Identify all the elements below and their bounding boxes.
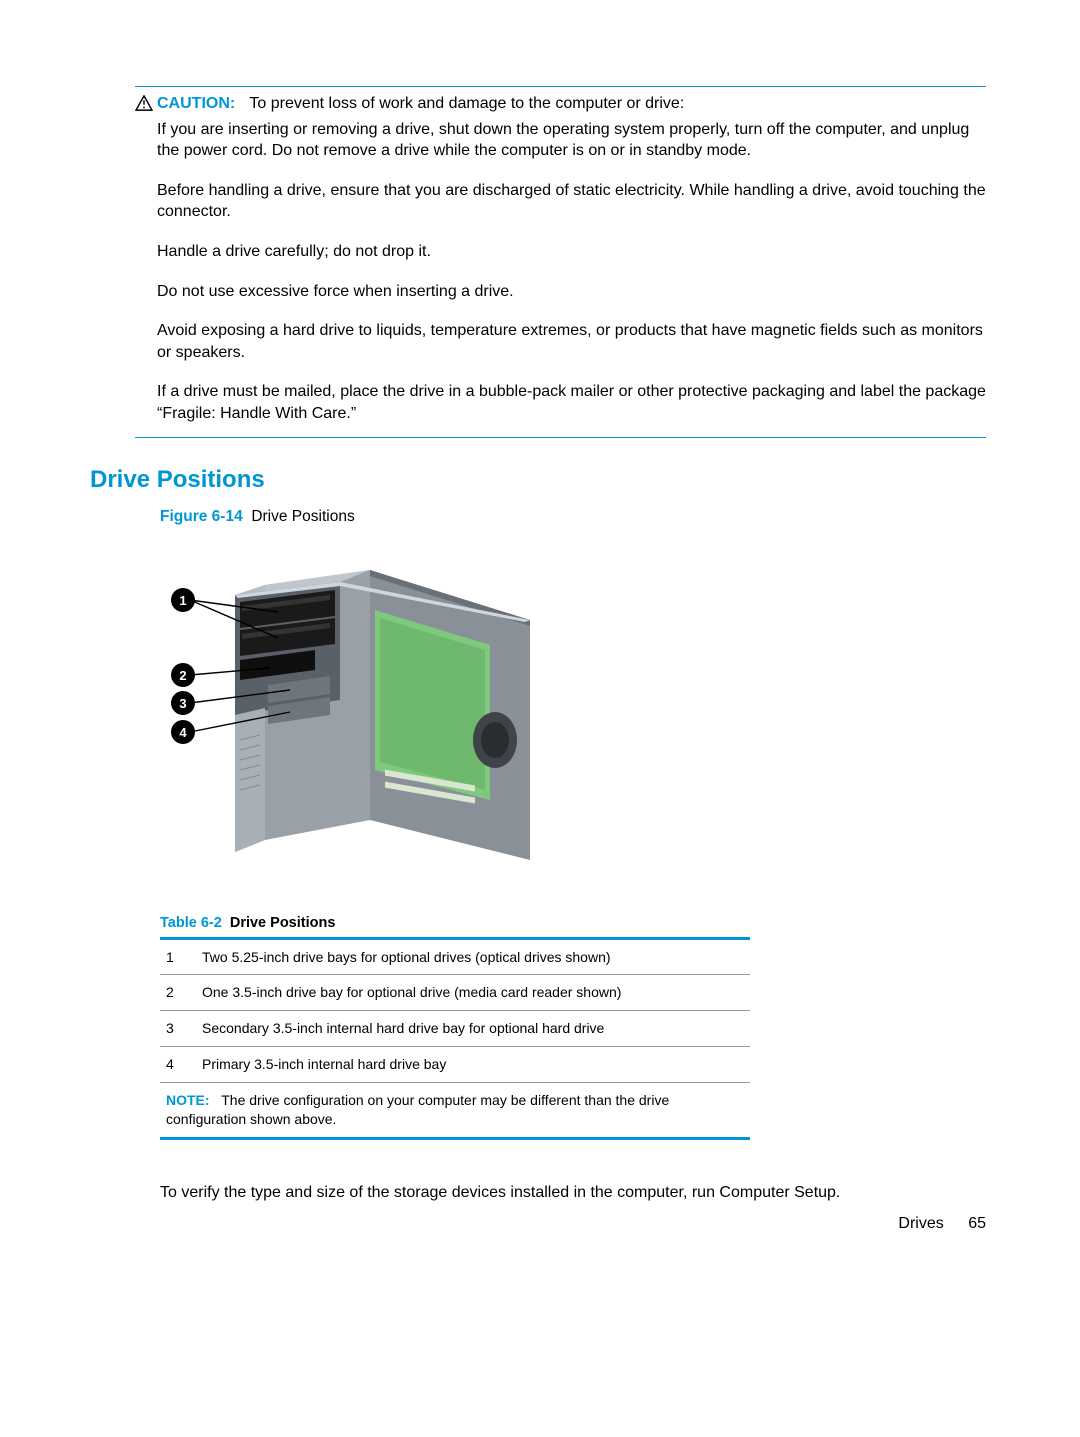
table-label: Table 6-2	[160, 915, 222, 931]
note-text: The drive configuration on your computer…	[166, 1092, 669, 1127]
table-note: NOTE: The drive configuration on your co…	[160, 1083, 750, 1139]
figure-label: Figure 6-14	[160, 508, 243, 525]
table-title: Drive Positions	[230, 915, 336, 931]
table-row: 3 Secondary 3.5-inch internal hard drive…	[160, 1011, 750, 1047]
table-row: 1 Two 5.25-inch drive bays for optional …	[160, 938, 750, 975]
row-desc: Secondary 3.5-inch internal hard drive b…	[198, 1011, 750, 1047]
footer-page-number: 65	[968, 1215, 986, 1232]
table-caption: Table 6-2 Drive Positions	[160, 915, 986, 931]
table-row: 2 One 3.5-inch drive bay for optional dr…	[160, 975, 750, 1011]
callout-4: 4	[179, 725, 187, 740]
page-footer: Drives 65	[898, 1215, 986, 1233]
caution-paragraph: Handle a drive carefully; do not drop it…	[157, 241, 986, 263]
caution-paragraph: Avoid exposing a hard drive to liquids, …	[157, 320, 986, 363]
row-number: 3	[160, 1011, 198, 1047]
callout-3: 3	[179, 696, 186, 711]
caution-paragraph: If you are inserting or removing a drive…	[157, 119, 986, 162]
caution-label: CAUTION:	[157, 95, 235, 112]
row-desc: One 3.5-inch drive bay for optional driv…	[198, 975, 750, 1011]
note-label: NOTE:	[166, 1092, 210, 1108]
figure-caption: Figure 6-14 Drive Positions	[160, 508, 986, 526]
verify-paragraph: To verify the type and size of the stora…	[160, 1182, 986, 1204]
row-number: 4	[160, 1047, 198, 1083]
row-desc: Two 5.25-inch drive bays for optional dr…	[198, 938, 750, 975]
caution-body: If you are inserting or removing a drive…	[135, 119, 986, 425]
table-title-space	[222, 915, 230, 931]
callout-2: 2	[179, 668, 186, 683]
caution-paragraph: Do not use excessive force when insertin…	[157, 281, 986, 303]
warning-icon	[135, 95, 153, 111]
row-number: 2	[160, 975, 198, 1011]
callout-1: 1	[179, 593, 186, 608]
drive-positions-figure: 1 2 3 4	[160, 540, 986, 885]
figure-title-text: Drive Positions	[251, 508, 354, 525]
row-desc: Primary 3.5-inch internal hard drive bay	[198, 1047, 750, 1083]
caution-box: CAUTION: To prevent loss of work and dam…	[135, 86, 986, 438]
footer-section: Drives	[898, 1215, 943, 1232]
table-row: 4 Primary 3.5-inch internal hard drive b…	[160, 1047, 750, 1083]
computer-chassis-illustration: 1 2 3 4	[160, 540, 540, 880]
caution-intro: To prevent loss of work and damage to th…	[249, 95, 684, 112]
row-number: 1	[160, 938, 198, 975]
caution-paragraph: If a drive must be mailed, place the dri…	[157, 381, 986, 424]
section-heading: Drive Positions	[90, 466, 986, 494]
table-note-row: NOTE: The drive configuration on your co…	[160, 1083, 750, 1139]
caution-intro-line: CAUTION: To prevent loss of work and dam…	[157, 93, 684, 115]
caution-header: CAUTION: To prevent loss of work and dam…	[135, 93, 986, 115]
page-content: CAUTION: To prevent loss of work and dam…	[0, 0, 1080, 1243]
drive-positions-table: 1 Two 5.25-inch drive bays for optional …	[160, 937, 750, 1140]
caution-paragraph: Before handling a drive, ensure that you…	[157, 180, 986, 223]
